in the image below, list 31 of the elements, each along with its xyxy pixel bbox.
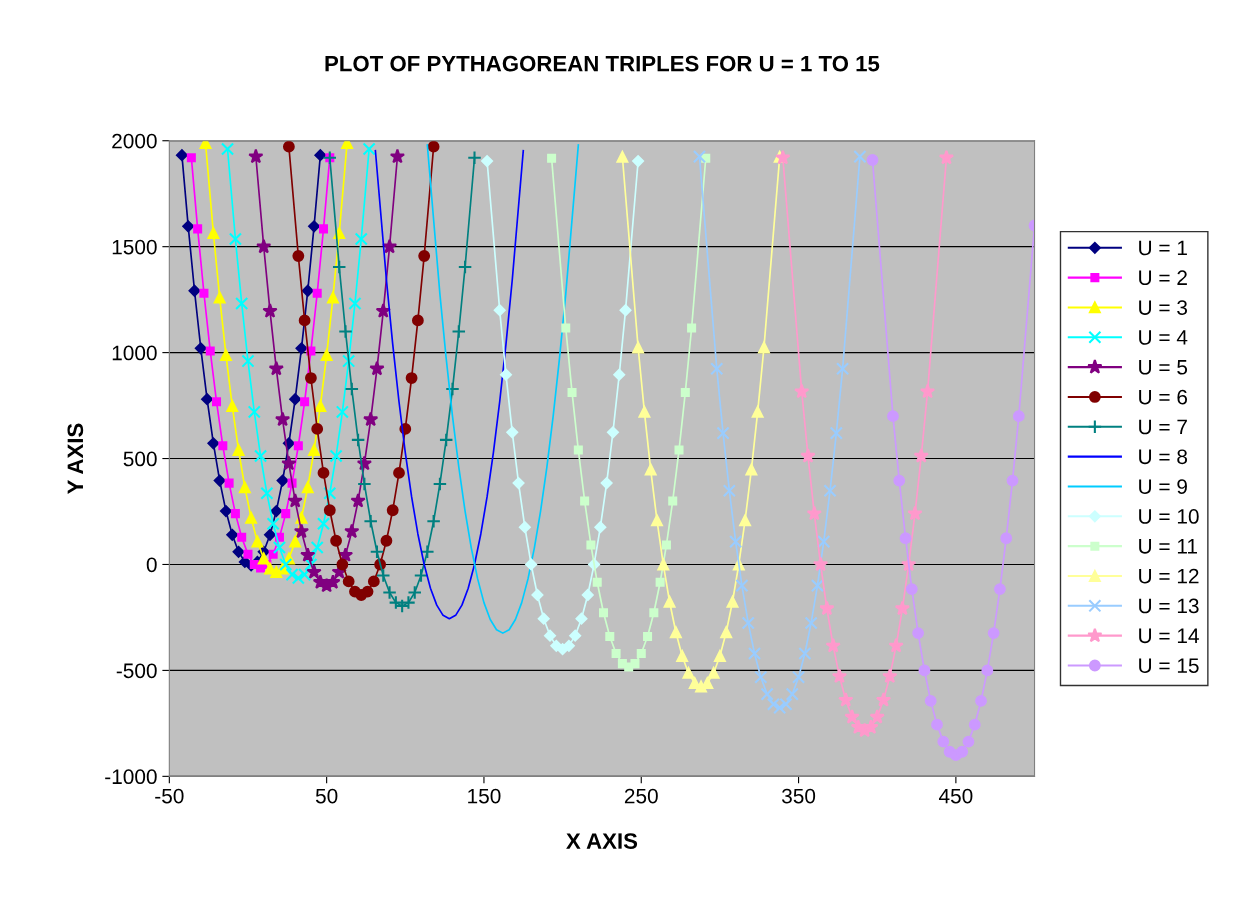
legend-label: U = 2 bbox=[1139, 270, 1187, 286]
legend-label: U = 7 bbox=[1139, 419, 1187, 435]
y-tick-label: -500 bbox=[116, 663, 157, 679]
legend-label: U = 5 bbox=[1139, 360, 1188, 375]
x-tick-label: 50 bbox=[315, 788, 338, 804]
y-tick-label: 0 bbox=[146, 557, 157, 573]
x-tick-label: -50 bbox=[155, 788, 184, 804]
x-tick-label: 350 bbox=[781, 788, 816, 804]
x-tick-label: 250 bbox=[624, 788, 658, 804]
chart-title: PLOT OF PYTHAGOREAN TRIPLES FOR U = 1 TO 15 bbox=[325, 55, 880, 72]
legend-label: U = 15 bbox=[1139, 658, 1199, 673]
legend-label: U = 3 bbox=[1139, 300, 1188, 315]
y-tick-label: 1000 bbox=[112, 345, 157, 361]
legend-label: U = 14 bbox=[1139, 628, 1199, 644]
legend-label: U = 13 bbox=[1139, 598, 1199, 614]
legend-label: U = 1 bbox=[1139, 240, 1187, 256]
y-axis-title: Y AXIS bbox=[67, 423, 84, 494]
legend-label: U = 8 bbox=[1139, 449, 1188, 465]
x-axis-title: X AXIS bbox=[566, 833, 638, 849]
y-tick-label: -1000 bbox=[105, 769, 157, 785]
legend-label: U = 12 bbox=[1139, 568, 1199, 584]
legend-label: U = 4 bbox=[1139, 330, 1188, 345]
legend-label: U = 9 bbox=[1139, 479, 1187, 494]
legend-label: U = 11 bbox=[1139, 539, 1197, 554]
x-tick-label: 450 bbox=[938, 788, 973, 804]
y-tick-label: 500 bbox=[123, 451, 157, 467]
y-tick-label: 1500 bbox=[112, 239, 157, 255]
x-tick-label: 150 bbox=[468, 788, 501, 804]
legend-label: U = 10 bbox=[1139, 509, 1199, 524]
legend-label: U = 6 bbox=[1139, 389, 1188, 405]
y-tick-label: 2000 bbox=[112, 133, 157, 149]
